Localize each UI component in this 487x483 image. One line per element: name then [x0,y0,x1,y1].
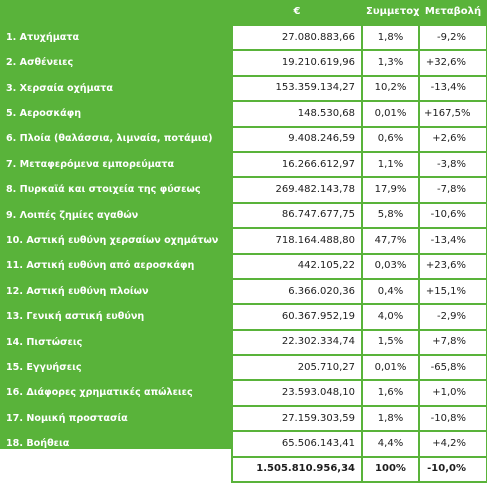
row-share: 1,1% [361,150,420,179]
row-amount: 205.710,27 [231,354,363,382]
row-label: 10. Αστική ευθύνη χερσαίων οχημάτων [6,235,219,247]
row-change: -10,8% [418,404,487,433]
row-share: 1,8% [361,23,420,52]
row-amount: 148.530,68 [231,100,363,128]
row-label: 5. Αεροσκάφη [6,108,82,120]
table-row: 5. Αεροσκάφη 148.530,68 0,01% +167,5% [0,100,487,128]
table-row: 3. Χερσαία οχήματα 153.359.134,27 10,2% -13… [0,74,487,103]
row-share: 10,2% [361,74,420,103]
table-row: 13. Γενική αστική ευθύνη 60.367.952,19 4,0… [0,303,487,331]
row-amount: 269.482.143,78 [231,176,363,204]
row-label: 8. Πυρκαϊά και στοιχεία της φύσεως [6,184,201,196]
table-row: 10. Αστική ευθύνη χερσαίων οχημάτων 718.1… [0,227,487,255]
row-label: 18. Βοήθεια [6,438,70,450]
row-change: -65,8% [418,354,487,382]
table-row: 15. Εγγυήσεις 205.710,27 0,01% -65,8% [0,354,487,382]
row-amount: 153.359.134,27 [231,74,363,103]
table-row: 6. Πλοία (θαλάσσια, λιμναία, ποτάμια) 9.4… [0,125,487,153]
row-amount: 27.080.883,66 [231,23,363,52]
row-label: 6. Πλοία (θαλάσσια, λιμναία, ποτάμια) [6,133,213,145]
row-amount: 22.302.334,74 [231,328,363,357]
total-change: -10,0% [418,455,487,483]
row-change: +2,6% [418,125,487,153]
row-label: 7. Μεταφερόμενα εμπορεύματα [6,158,175,170]
row-change: +7,8% [418,328,487,357]
row-share: 0,6% [361,125,420,153]
table-row: 7. Μεταφερόμενα εμπορεύματα 16.266.612,97… [0,150,487,179]
table-row: 2. Ασθένειες 19.210.619,96 1,3% +32,6% [0,49,487,77]
row-share: 0,01% [361,354,420,382]
table-body: 1. Ατυχήματα 27.080.883,66 1,8% -9,2% 2. Ασθ… [0,23,487,458]
row-amount: 6.366.020,36 [231,277,363,306]
row-label: 3. Χερσαία οχήματα [6,82,113,94]
total-row: Σύνολο 1.505.810.956,34 100% -10,0% [0,455,487,483]
header-change: Μεταβολή [424,6,482,17]
row-amount: 27.159.303,59 [231,404,363,433]
total-share: 100% [361,455,420,483]
row-amount: 9.408.246,59 [231,125,363,153]
row-label: 1. Ατυχήματα [6,31,80,43]
row-change: -3,8% [418,150,487,179]
row-amount: 718.164.488,80 [231,227,363,255]
row-amount: 23.593.048,10 [231,379,363,407]
row-change: -7,8% [418,176,487,204]
row-amount: 16.266.612,97 [231,150,363,179]
row-amount: 19.210.619,96 [231,49,363,77]
row-label: 2. Ασθένειες [6,57,74,69]
row-change: +32,6% [418,49,487,77]
row-change: +15,1% [418,277,487,306]
row-label: 17. Νομική προστασία [6,412,128,424]
table-row: 9. Λοιπές ζημίες αγαθών 86.747.677,75 5,8%… [0,201,487,230]
row-amount: 65.506.143,41 [231,430,363,458]
row-label: 11. Αστική ευθύνη από αεροσκάφη [6,260,195,272]
header-share: Συμμετοχή [366,6,419,17]
row-share: 17,9% [361,176,420,204]
table-row: 11. Αστική ευθύνη από αεροσκάφη 442.105,2… [0,252,487,280]
row-share: 1,6% [361,379,420,407]
row-amount: 60.367.952,19 [231,303,363,331]
row-share: 4,4% [361,430,420,458]
row-label: 12. Αστική ευθύνη πλοίων [6,285,149,297]
row-change: +1,0% [418,379,487,407]
row-amount: 442.105,22 [231,252,363,280]
row-change: +4,2% [418,430,487,458]
row-label: 16. Διάφορες χρηματικές απώλειες [6,387,193,399]
header-amount: € [293,6,301,17]
row-share: 0,03% [361,252,420,280]
row-amount: 86.747.677,75 [231,201,363,230]
row-share: 5,8% [361,201,420,230]
row-change: -13,4% [418,74,487,103]
row-share: 47,7% [361,227,420,255]
table-row: 18. Βοήθεια 65.506.143,41 4,4% +4,2% [0,430,487,458]
total-amount: 1.505.810.956,34 [231,455,363,483]
row-label: 15. Εγγυήσεις [6,361,82,373]
total-label: Σύνολο [6,463,47,475]
row-change: -10,6% [418,201,487,230]
row-share: 1,8% [361,404,420,433]
table-row: 8. Πυρκαϊά και στοιχεία της φύσεως 269.48… [0,176,487,204]
table-row: 1. Ατυχήματα 27.080.883,66 1,8% -9,2% [0,23,487,52]
row-label: 14. Πιστώσεις [6,336,83,348]
row-label: 13. Γενική αστική ευθύνη [6,311,145,323]
table-header-row: € Συμμετοχή Μεταβολή [0,0,487,25]
table-row: 17. Νομική προστασία 27.159.303,59 1,8% -10… [0,404,487,433]
row-change: -2,9% [418,303,487,331]
table-row: 12. Αστική ευθύνη πλοίων 6.366.020,36 0,4%… [0,277,487,306]
table-row: 14. Πιστώσεις 22.302.334,74 1,5% +7,8% [0,328,487,357]
row-share: 1,5% [361,328,420,357]
row-share: 0,4% [361,277,420,306]
row-change: -9,2% [418,23,487,52]
row-share: 4,0% [361,303,420,331]
row-change: +167,5% [418,100,487,128]
row-change: +23,6% [418,252,487,280]
row-label: 9. Λοιπές ζημίες αγαθών [6,209,139,221]
row-share: 0,01% [361,100,420,128]
header-label [0,0,232,25]
row-share: 1,3% [361,49,420,77]
row-change: -13,4% [418,227,487,255]
table-row: 16. Διάφορες χρηματικές απώλειες 23.593.0… [0,379,487,407]
